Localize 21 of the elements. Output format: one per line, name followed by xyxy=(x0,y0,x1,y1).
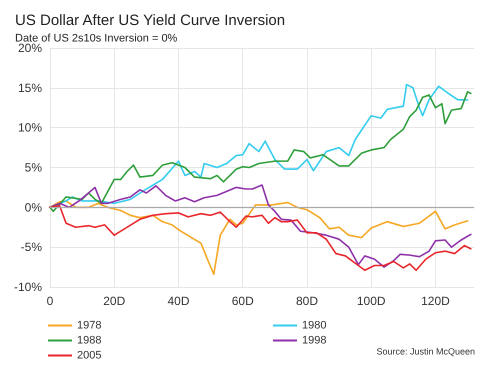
legend-label: 2005 xyxy=(77,350,102,362)
y-tick-label: -5% xyxy=(20,240,42,254)
x-tick-label: 60D xyxy=(232,294,254,308)
legend-label: 1980 xyxy=(302,320,326,332)
legend-label: 1988 xyxy=(77,334,102,346)
chart-title: US Dollar After US Yield Curve Inversion xyxy=(15,12,286,29)
x-tick-label: 0 xyxy=(46,294,54,308)
x-tick-label: 100D xyxy=(356,294,386,308)
y-tick-label: 15% xyxy=(18,80,42,95)
y-tick-label: 0% xyxy=(24,200,42,214)
x-tick-label: 120D xyxy=(421,294,450,308)
line-series xyxy=(49,184,472,268)
x-tick-label: 80D xyxy=(296,294,318,308)
x-tick-label: 40D xyxy=(167,294,190,308)
x-tick-label: 20D xyxy=(103,294,126,308)
y-tick-label: -10% xyxy=(14,280,42,294)
source-note: Source: Justin McQueen xyxy=(376,346,476,356)
legend-label: 1978 xyxy=(77,320,102,332)
y-tick-label: 5% xyxy=(24,160,42,174)
legend-label: 1998 xyxy=(302,334,326,346)
y-tick-label: 10% xyxy=(18,120,42,135)
